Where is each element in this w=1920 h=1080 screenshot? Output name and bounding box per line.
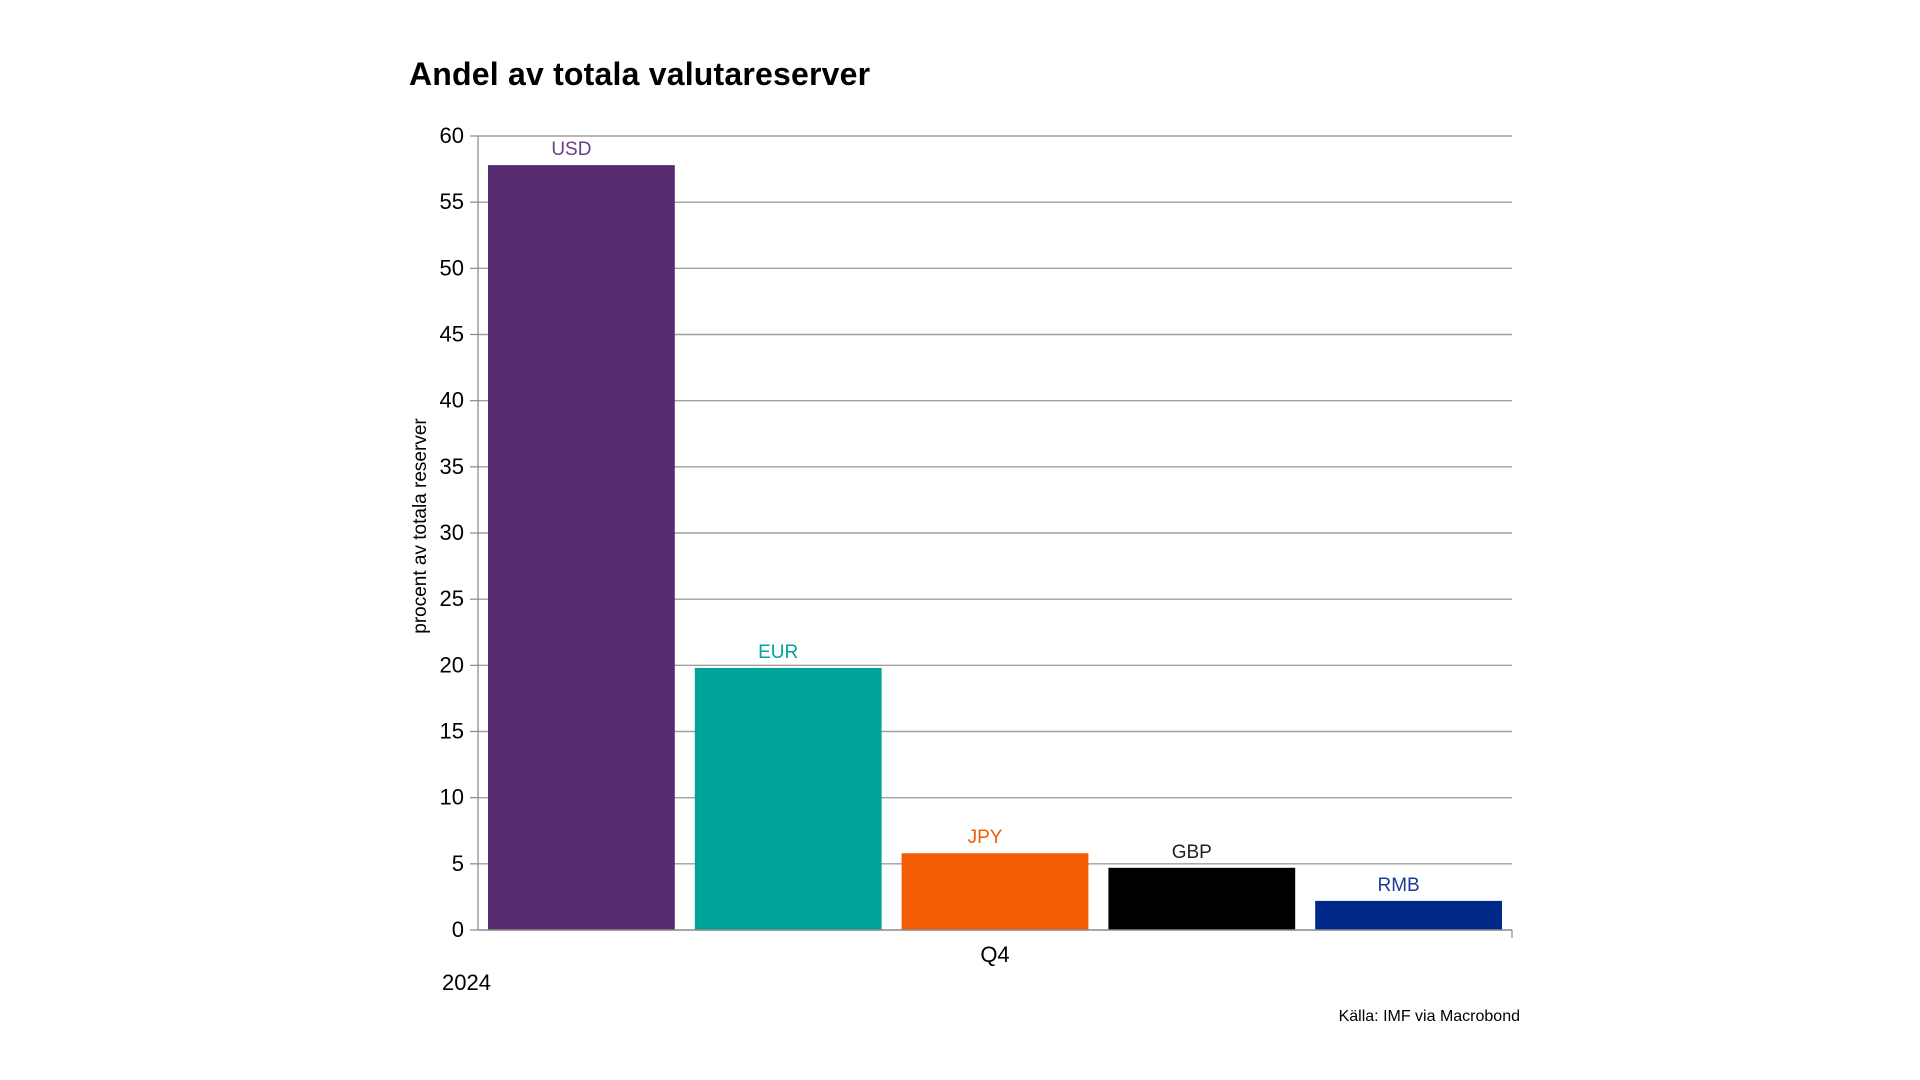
- y-tick-label: 35: [440, 454, 464, 479]
- y-tick-label: 30: [440, 520, 464, 545]
- bar-label-usd: USD: [551, 139, 591, 160]
- y-tick-label: 60: [440, 123, 464, 148]
- bar-label-rmb: RMB: [1377, 875, 1419, 896]
- bars: [488, 165, 1502, 930]
- bar-label-eur: EUR: [758, 642, 798, 663]
- bar-jpy: [901, 853, 1089, 930]
- bar-label-gbp: GBP: [1172, 842, 1212, 863]
- bar-gbp: [1108, 867, 1296, 930]
- y-tick-label: 20: [440, 652, 464, 677]
- y-tick-label: 55: [440, 189, 464, 214]
- y-tick-label: 25: [440, 586, 464, 611]
- bar-rmb: [1315, 900, 1502, 930]
- source-note: Källa: IMF via Macrobond: [1338, 1008, 1520, 1025]
- y-tick-label: 40: [440, 388, 464, 413]
- chart-title: Andel av totala valutareserver: [409, 56, 871, 92]
- bar-label-jpy: JPY: [968, 827, 1003, 848]
- bar-labels: USD EUR JPY GBP RMB: [551, 139, 1419, 896]
- bar-eur: [694, 667, 882, 930]
- bar-usd: [488, 165, 675, 930]
- period-label: 2024: [442, 970, 491, 995]
- y-tick-label: 50: [440, 255, 464, 280]
- y-tick-label: 45: [440, 322, 464, 347]
- y-axis-ticks: 0 5 10 15 20 25 30 35 40 45 50 55 60: [440, 123, 478, 942]
- y-tick-label: 10: [440, 785, 464, 810]
- y-tick-label: 15: [440, 719, 464, 744]
- y-tick-label: 5: [452, 851, 464, 876]
- y-tick-label: 0: [452, 917, 464, 942]
- x-axis: Q4: [477, 136, 1513, 967]
- x-tick-label: Q4: [980, 942, 1009, 967]
